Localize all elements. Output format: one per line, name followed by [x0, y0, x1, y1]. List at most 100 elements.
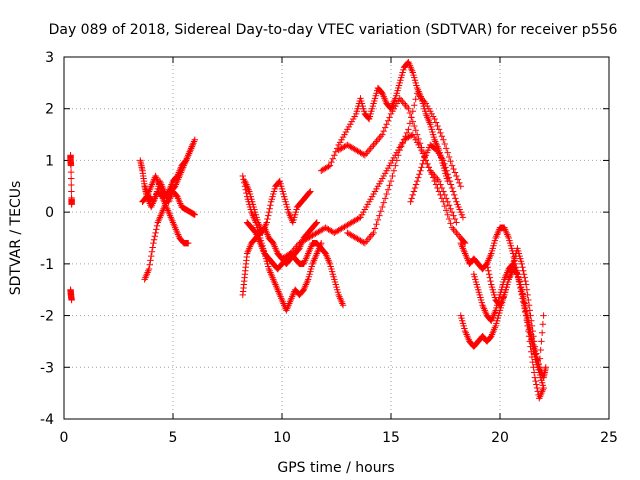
- data-point-s13: [441, 202, 448, 210]
- data-point-s19: [483, 260, 491, 268]
- data-point-s3: [191, 211, 198, 218]
- data-point-s13: [416, 139, 424, 147]
- data-point-s19: [538, 338, 545, 345]
- data-point-s18: [520, 299, 528, 306]
- data-point-s18: [520, 295, 527, 302]
- data-point-s18: [530, 369, 538, 376]
- data-point-s13: [437, 191, 444, 199]
- data-point-s18: [529, 358, 536, 366]
- data-point-s15: [417, 167, 424, 174]
- data-point-s14: [400, 136, 408, 143]
- data-point-s19: [538, 329, 546, 337]
- data-point-s13: [381, 124, 389, 131]
- y-tick-label: -1: [40, 257, 54, 273]
- data-point-s14: [383, 190, 390, 198]
- data-point-s18: [519, 290, 526, 298]
- data-point-s13: [412, 127, 419, 134]
- data-point-s14: [396, 146, 403, 154]
- data-point-s12: [326, 162, 334, 169]
- data-point-s1: [68, 196, 75, 203]
- data-point-s13: [427, 167, 434, 174]
- data-point-s5: [153, 222, 161, 230]
- data-point-s5: [153, 226, 160, 233]
- data-point-s15: [449, 188, 457, 195]
- data-point-s12: [331, 152, 338, 159]
- data-point-s13: [419, 148, 427, 156]
- data-point-s19: [537, 346, 544, 354]
- data-point-s13: [415, 135, 422, 143]
- data-point-s14: [379, 203, 386, 211]
- data-point-s18: [532, 377, 539, 385]
- data-point-s9: [265, 208, 273, 216]
- data-point-s14: [434, 122, 441, 130]
- data-point-s13: [425, 164, 432, 171]
- data-point-s13: [418, 144, 425, 151]
- data-point-s19: [520, 267, 527, 274]
- data-point-s13: [431, 177, 438, 185]
- data-point-s19: [520, 271, 528, 278]
- data-point-s18: [533, 384, 541, 392]
- data-point-s9: [263, 219, 270, 226]
- data-point-s14: [440, 136, 447, 143]
- data-point-s19: [485, 271, 493, 278]
- data-point-s14: [387, 177, 395, 185]
- data-point-s5: [148, 252, 155, 260]
- x-tick-label: 10: [273, 430, 291, 446]
- plot-frame: [63, 56, 610, 420]
- chart-title: Day 089 of 2018, Sidereal Day-to-day VTE…: [49, 22, 618, 38]
- axis-ticks: 0 5 10 15 20 25 -4 -3 -2 -1 0 1 2 3: [40, 50, 618, 446]
- data-point-s15: [418, 164, 425, 171]
- data-point-s15: [444, 171, 451, 178]
- data-point-s5: [152, 229, 159, 237]
- data-point-s19: [536, 355, 544, 362]
- data-point-s13: [435, 188, 443, 195]
- x-tick-label: 20: [491, 430, 509, 446]
- data-point-s13: [405, 105, 412, 112]
- data-point-s5: [147, 257, 154, 264]
- data-point-s19: [533, 350, 540, 357]
- data-point-s13: [379, 131, 386, 138]
- data-point-s15: [419, 160, 426, 168]
- data-point-s19: [522, 281, 530, 288]
- data-point-s19: [521, 274, 528, 281]
- data-point-s11: [453, 219, 460, 226]
- data-point-s14: [371, 225, 379, 232]
- data-point-s14: [412, 96, 419, 103]
- data-point-s7: [313, 219, 321, 226]
- data-point-s14: [402, 133, 409, 140]
- data-point-s6: [185, 239, 192, 247]
- data-point-s1: [68, 188, 75, 195]
- data-point-s13: [440, 198, 447, 205]
- data-point-s14: [377, 208, 385, 215]
- data-point-s14: [443, 145, 450, 152]
- data-point-s15: [459, 214, 467, 221]
- data-point-s14: [360, 239, 367, 246]
- data-point-s19: [536, 364, 543, 371]
- data-point-s19: [486, 274, 494, 281]
- data-point-s14: [403, 129, 411, 137]
- data-point-s13: [444, 211, 451, 218]
- data-point-s19: [539, 320, 547, 328]
- data-point-s13: [383, 121, 390, 128]
- data-point-s18: [540, 384, 547, 392]
- data-point-s19: [519, 264, 526, 271]
- data-point-s14: [380, 199, 387, 206]
- data-point-s14: [444, 149, 451, 156]
- data-point-s15: [442, 164, 449, 171]
- x-tick-label: 15: [382, 430, 400, 446]
- data-point-s1: [67, 168, 75, 176]
- data-point-s1: [68, 181, 75, 189]
- data-point-s15: [416, 171, 423, 178]
- data-point-s14: [395, 152, 402, 159]
- y-axis-label: SDTVAR / TECUs: [8, 181, 24, 296]
- data-point-s14: [376, 212, 383, 219]
- y-tick-label: -3: [40, 360, 54, 376]
- data-point-s14: [374, 216, 382, 224]
- data-point-s11: [445, 202, 453, 209]
- data-point-s13: [447, 220, 454, 227]
- data-point-s14: [405, 126, 412, 133]
- data-point-s18: [531, 374, 539, 381]
- data-point-s19: [518, 260, 525, 268]
- data-point-s14: [451, 169, 459, 176]
- data-point-s11: [451, 215, 459, 223]
